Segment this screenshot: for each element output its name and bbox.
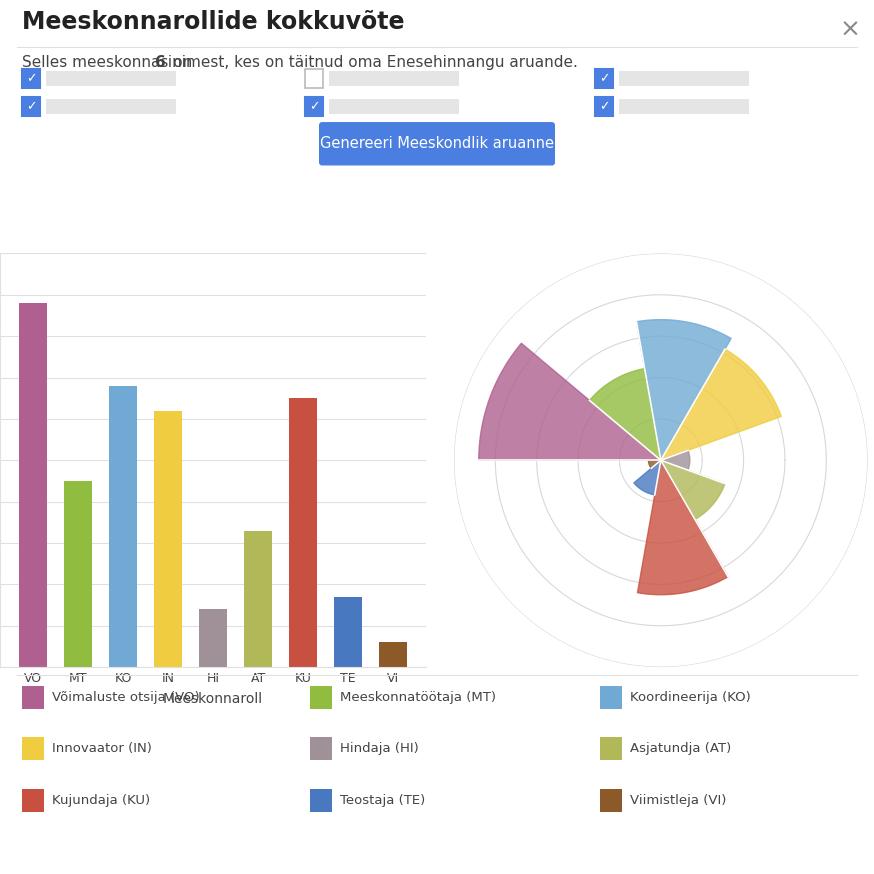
Text: Meeskonnarollide kokkuvõte: Meeskonnarollide kokkuvõte	[22, 10, 405, 34]
Bar	[619, 100, 749, 114]
Text: Kujundaja (KU): Kujundaja (KU)	[52, 794, 150, 807]
Polygon shape	[590, 369, 661, 461]
Bar	[46, 100, 176, 114]
Bar	[65, 481, 93, 667]
Text: Teostaja (TE): Teostaja (TE)	[340, 794, 426, 807]
FancyBboxPatch shape	[319, 122, 555, 165]
Bar	[305, 97, 323, 116]
Bar	[155, 411, 182, 667]
Bar	[19, 303, 47, 667]
Bar	[109, 385, 137, 667]
Bar	[46, 72, 176, 86]
Bar	[600, 789, 622, 812]
Bar	[595, 69, 613, 88]
Text: ×: ×	[840, 17, 861, 42]
Bar	[22, 789, 44, 812]
Polygon shape	[649, 461, 661, 468]
Bar	[329, 100, 459, 114]
Bar	[199, 609, 227, 667]
Bar	[22, 686, 44, 709]
Bar	[310, 789, 332, 812]
Bar	[310, 738, 332, 760]
Text: ✓: ✓	[599, 73, 609, 85]
Text: Asjatundja (AT): Asjatundja (AT)	[630, 742, 732, 755]
Polygon shape	[479, 343, 661, 461]
Polygon shape	[661, 450, 690, 470]
Bar	[244, 531, 272, 667]
Text: ✓: ✓	[599, 100, 609, 113]
Bar	[334, 597, 362, 667]
Polygon shape	[637, 461, 728, 594]
Bar	[379, 642, 407, 667]
Text: inimest, kes on täitnud oma Enesehinnangu aruande.: inimest, kes on täitnud oma Enesehinnang…	[163, 55, 578, 70]
Polygon shape	[636, 320, 732, 461]
Bar	[22, 738, 44, 760]
Text: ✓: ✓	[25, 73, 36, 85]
Polygon shape	[661, 350, 781, 461]
Text: Meeskonnatöötaja (MT): Meeskonnatöötaja (MT)	[340, 690, 496, 704]
Bar	[289, 399, 317, 667]
Text: Võimaluste otsija (VO): Võimaluste otsija (VO)	[52, 690, 199, 704]
X-axis label: Meeskonnaroll: Meeskonnaroll	[163, 692, 263, 706]
Bar	[329, 72, 459, 86]
Text: Innovaator (IN): Innovaator (IN)	[52, 742, 152, 755]
Text: Selles meeskonnas on: Selles meeskonnas on	[22, 55, 198, 70]
Text: Viimistleja (VI): Viimistleja (VI)	[630, 794, 726, 807]
Bar	[310, 686, 332, 709]
Text: Hindaja (HI): Hindaja (HI)	[340, 742, 419, 755]
Polygon shape	[634, 461, 661, 495]
Polygon shape	[661, 461, 725, 519]
Bar	[619, 72, 749, 86]
Text: Genereeri Meeskondlik aruanne: Genereeri Meeskondlik aruanne	[320, 136, 554, 151]
Text: 6: 6	[156, 55, 166, 70]
Text: ✓: ✓	[309, 100, 319, 113]
Bar	[22, 69, 40, 88]
Bar	[600, 738, 622, 760]
Bar	[305, 69, 323, 88]
Bar	[595, 97, 613, 116]
Text: Koordineerija (KO): Koordineerija (KO)	[630, 690, 751, 704]
Bar	[22, 97, 40, 116]
Bar	[600, 686, 622, 709]
Text: ✓: ✓	[25, 100, 36, 113]
